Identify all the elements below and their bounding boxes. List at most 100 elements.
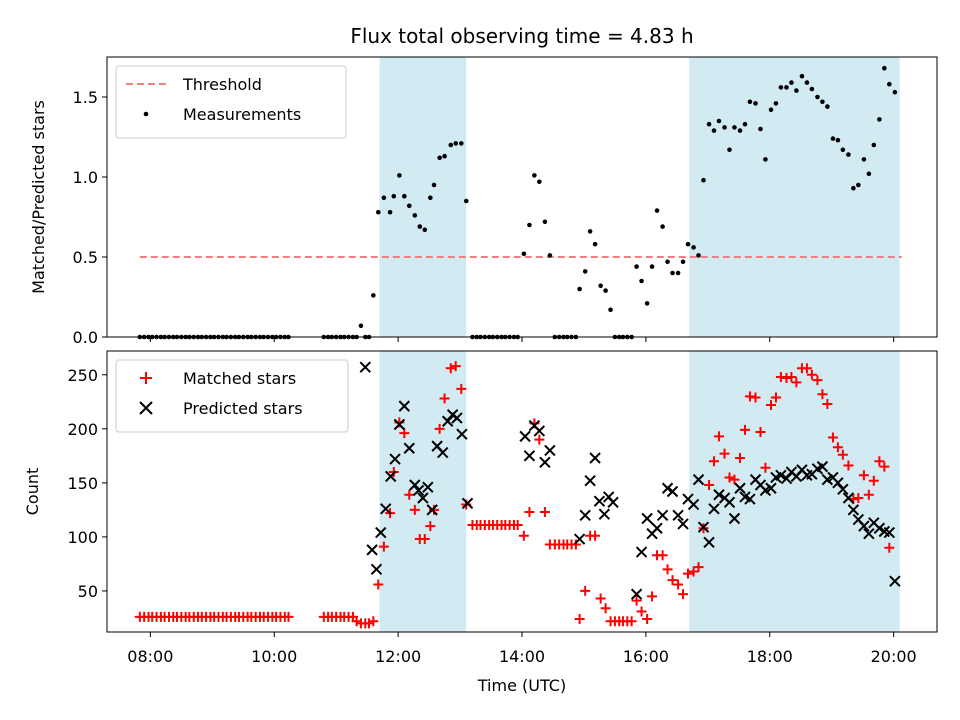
predicted-stars-point bbox=[873, 522, 886, 534]
matched-stars-point bbox=[863, 489, 874, 500]
predicted-stars-point bbox=[403, 442, 415, 454]
measurements-point bbox=[861, 157, 867, 162]
measurements-point bbox=[784, 85, 789, 90]
measurements-point bbox=[794, 88, 799, 93]
measurements-point bbox=[592, 241, 598, 247]
measurements-point bbox=[706, 121, 712, 127]
top-panel-x-axis bbox=[149, 337, 895, 342]
matched-stars-point bbox=[524, 507, 535, 518]
predicted-stars-point bbox=[692, 473, 705, 486]
measurements-point bbox=[412, 213, 418, 218]
predicted-stars-point bbox=[539, 456, 551, 469]
matched-stars-point bbox=[429, 504, 440, 515]
measurements-point bbox=[742, 121, 748, 127]
measurements-point bbox=[753, 101, 758, 106]
chart-title: Flux total observing time = 4.83 h bbox=[350, 24, 693, 48]
matched-stars-point bbox=[853, 492, 864, 503]
measurements-point bbox=[701, 177, 706, 183]
matched-stars-point bbox=[368, 616, 379, 627]
measurements-point bbox=[649, 264, 655, 269]
predicted-stars-point bbox=[579, 509, 591, 521]
predicted-stars-point bbox=[672, 509, 684, 521]
measurements-point bbox=[768, 107, 774, 113]
measurements-point bbox=[665, 259, 670, 265]
measurements-point bbox=[442, 153, 447, 159]
y-tick-label: 50 bbox=[78, 582, 98, 601]
measurements-point bbox=[381, 195, 387, 201]
measurements-point bbox=[871, 142, 877, 148]
measurements-point bbox=[763, 157, 768, 162]
predicted-stars-point bbox=[370, 563, 383, 576]
measurements-point bbox=[644, 301, 650, 306]
measurements-point bbox=[711, 128, 717, 133]
matched-stars-point bbox=[770, 392, 781, 403]
matched-stars-point bbox=[837, 449, 848, 460]
bottom-panel-y-axis-label: Count bbox=[23, 468, 42, 516]
measurements-point bbox=[727, 147, 732, 153]
predicted-stars-point bbox=[687, 498, 700, 511]
predicted-stars-point bbox=[412, 484, 425, 497]
measurements-point bbox=[737, 128, 743, 133]
matched-stars-point bbox=[817, 389, 828, 400]
measurements-point bbox=[747, 99, 753, 105]
measurements-point bbox=[716, 118, 722, 124]
legend-marker-swatch bbox=[143, 111, 149, 117]
legend-label: Predicted stars bbox=[183, 399, 303, 418]
measurements-point bbox=[887, 81, 892, 87]
measurements-point bbox=[830, 136, 836, 141]
measurements-point bbox=[856, 182, 861, 188]
predicted-stars-point bbox=[765, 482, 777, 494]
legend-label: Measurements bbox=[183, 105, 301, 124]
x-tick-label: 18:00 bbox=[747, 647, 793, 666]
measurements-point bbox=[851, 185, 856, 191]
predicted-stars-point bbox=[656, 509, 669, 521]
measurements-point bbox=[437, 155, 442, 161]
predicted-stars-point bbox=[437, 446, 449, 459]
predicted-stars-point bbox=[832, 477, 844, 489]
y-tick-label: 0.0 bbox=[73, 328, 98, 347]
matched-stars-point bbox=[744, 391, 755, 402]
predicted-stars-point bbox=[816, 460, 829, 473]
measurements-point bbox=[809, 86, 815, 92]
y-tick-label: 150 bbox=[67, 474, 98, 493]
matched-stars-point bbox=[667, 575, 678, 586]
matched-stars-point bbox=[631, 595, 642, 606]
measurements-point bbox=[406, 203, 412, 209]
matched-stars-point bbox=[534, 434, 545, 445]
measurements-point bbox=[582, 269, 588, 274]
matched-stars-point bbox=[518, 530, 529, 541]
matched-stars-point bbox=[884, 542, 895, 553]
matched-stars-point bbox=[801, 363, 812, 374]
predicted-stars-point bbox=[630, 588, 643, 600]
predicted-stars-point bbox=[713, 489, 725, 501]
y-tick-label: 1.5 bbox=[73, 88, 98, 107]
predicted-stars-point bbox=[708, 503, 720, 515]
measurements-point bbox=[463, 198, 469, 204]
measurements-point bbox=[608, 307, 613, 313]
matched-stars-point bbox=[580, 585, 591, 596]
predicted-stars-point bbox=[533, 425, 546, 437]
matched-stars-point bbox=[739, 424, 750, 435]
matched-stars-point bbox=[775, 371, 786, 382]
measurements-point bbox=[815, 94, 820, 100]
matched-stars-point bbox=[626, 616, 637, 627]
measurements-point bbox=[696, 253, 701, 258]
matched-stars-point bbox=[570, 539, 581, 550]
measurements-point bbox=[603, 288, 608, 293]
y-tick-label: 250 bbox=[67, 366, 98, 385]
measurements-point bbox=[358, 323, 364, 329]
matched-stars-point bbox=[806, 369, 817, 380]
matched-stars-point bbox=[750, 392, 761, 403]
measurements-point bbox=[758, 126, 763, 132]
matched-stars-point bbox=[434, 423, 445, 434]
measurements-point bbox=[537, 179, 542, 185]
legend-marker-swatch bbox=[140, 372, 152, 384]
measurements-point bbox=[691, 245, 696, 250]
matched-stars-point bbox=[724, 472, 735, 483]
measurements-point bbox=[799, 73, 805, 79]
matched-stars-point bbox=[512, 520, 523, 531]
predicted-stars-point bbox=[451, 412, 463, 424]
matched-stars-point bbox=[719, 448, 730, 459]
predicted-stars-point bbox=[703, 536, 715, 549]
predicted-stars-point bbox=[858, 520, 870, 532]
